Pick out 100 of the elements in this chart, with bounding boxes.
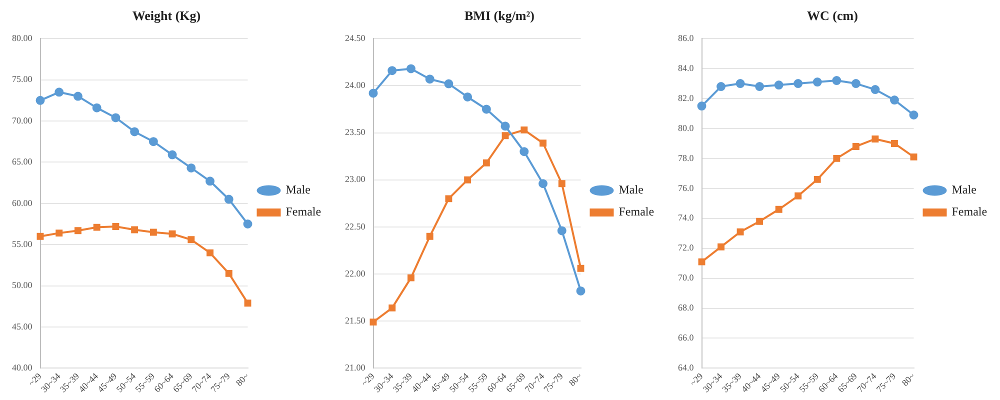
y-tick-label: 82.0 [678,92,694,103]
y-tick-label: 23.00 [345,174,366,184]
point [698,258,706,266]
point [148,137,158,146]
point [482,104,491,114]
y-tick-label: 75.00 [12,74,33,84]
chart-title: WC (cm) [807,8,858,24]
point [74,227,82,234]
point [756,218,764,225]
point [557,226,566,236]
chart-title: Weight (Kg) [132,8,201,24]
point [774,80,784,90]
point [697,102,706,111]
point [92,103,102,112]
point [558,180,566,188]
point [206,249,214,256]
point [244,300,252,307]
point [520,147,529,156]
point [93,224,100,231]
point [370,318,377,326]
point [890,96,899,105]
point [502,132,509,140]
point [56,230,63,237]
point [718,243,724,250]
y-tick-label: 68.0 [678,302,694,313]
point [814,176,821,183]
y-tick-label: 22.50 [345,221,366,232]
point [464,176,472,184]
point [909,110,918,120]
point [150,228,157,236]
point [388,66,397,76]
y-tick-label: 22.00 [345,268,366,278]
point [576,286,586,296]
legend-label: Female [952,204,988,219]
point [444,79,454,88]
y-tick-label: 65.00 [12,156,33,167]
point [851,79,860,88]
y-tick-label: 24.50 [345,32,366,43]
point [206,176,215,186]
point [425,74,434,84]
point [872,136,879,142]
point [73,92,82,101]
point [832,76,842,86]
point [910,153,918,160]
point [520,126,528,134]
y-tick-label: 70.0 [678,272,694,283]
x-tick-label: ~29 [688,370,706,388]
point [408,274,414,282]
y-tick-label: 72.0 [678,242,694,253]
y-tick-label: 64.0 [678,362,694,373]
point [130,127,140,136]
point [482,159,490,166]
point [812,78,822,87]
chart-title: BMI (kg/m²) [464,8,534,24]
point [426,232,434,240]
point [131,226,138,234]
point [243,219,252,228]
point [224,194,234,204]
point [852,142,860,150]
point [755,82,764,92]
point [891,140,898,147]
point [168,230,176,238]
point [716,82,726,92]
point [445,195,452,202]
point [54,88,64,97]
y-tick-label: 84.0 [678,62,694,73]
y-tick-label: 21.50 [345,315,366,326]
y-tick-label: 80.0 [678,122,694,133]
point [870,85,880,94]
y-tick-label: 50.00 [12,280,33,290]
legend-label: Male [952,182,976,197]
y-tick-label: 76.0 [678,182,694,193]
y-tick-label: 60.00 [12,198,33,208]
y-tick-label: 23.50 [345,127,366,138]
y-tick-label: 80.00 [12,32,33,43]
x-tick-label: 80~ [900,370,917,388]
legend-label: Female [618,204,654,219]
point [388,304,396,312]
x-tick-label: ~29 [26,370,44,388]
point [188,236,195,244]
legend-label: Male [618,182,644,197]
point [463,92,472,102]
point [577,264,584,272]
point [368,88,378,98]
x-tick-label: 80~ [566,370,584,388]
y-tick-label: 66.0 [678,332,694,343]
point [736,228,744,236]
point [168,150,177,160]
point [500,122,510,131]
y-tick-label: 70.00 [12,115,33,126]
y-tick-label: 45.00 [12,321,33,332]
y-tick-label: 40.00 [12,362,33,373]
point [775,206,782,213]
y-tick-label: 74.0 [678,212,694,223]
legend-label: Male [286,182,310,197]
point [36,96,45,105]
y-tick-label: 55.00 [12,238,33,249]
x-tick-label: 80~ [234,370,251,388]
point [111,113,120,122]
point [538,179,548,188]
